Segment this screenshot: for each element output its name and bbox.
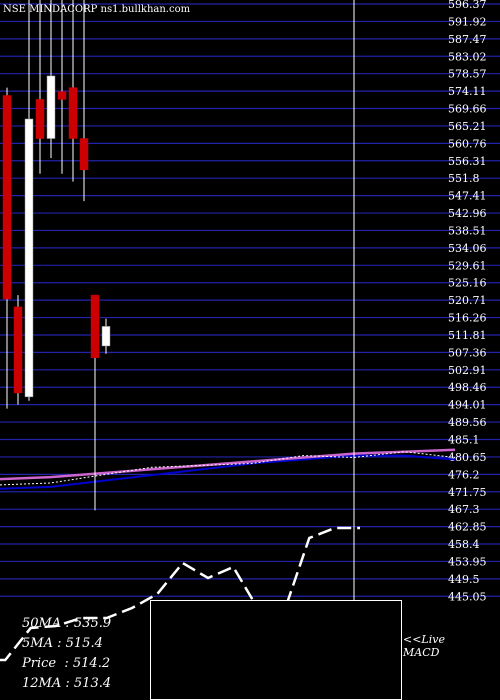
stat-value: 535.9 bbox=[73, 616, 112, 631]
moving-average-line bbox=[0, 448, 456, 481]
live-note-line2: MACD bbox=[403, 646, 440, 659]
live-macd-note: <<Live MACD bbox=[403, 633, 445, 659]
y-tick-label: 551.8 bbox=[448, 172, 480, 185]
y-tick-label: 507.36 bbox=[448, 346, 487, 359]
y-tick-label: 467.3 bbox=[448, 503, 480, 516]
moving-average-line bbox=[0, 451, 456, 486]
stat-label: 12MA bbox=[22, 676, 62, 691]
y-tick-label: 462.85 bbox=[448, 521, 487, 534]
stat-50ma: 50MA : 535.9 bbox=[22, 616, 112, 631]
y-tick-label: 525.16 bbox=[448, 277, 487, 290]
stat-12ma: 12MA : 513.4 bbox=[22, 676, 112, 691]
candle-body bbox=[2, 95, 12, 300]
candle-body bbox=[90, 294, 100, 358]
y-tick-label: 494.01 bbox=[448, 399, 487, 412]
candles bbox=[2, 0, 111, 511]
y-tick-label: 458.4 bbox=[448, 538, 480, 551]
y-tick-label: 520.71 bbox=[448, 294, 487, 307]
y-tick-label: 476.2 bbox=[448, 468, 480, 481]
y-tick-label: 529.61 bbox=[448, 259, 487, 272]
y-tick-label: 596.37 bbox=[448, 0, 487, 11]
grid bbox=[0, 3, 500, 597]
y-tick-label: 560.76 bbox=[448, 137, 487, 150]
stat-label: 50MA bbox=[22, 616, 62, 631]
candle-body bbox=[24, 118, 34, 398]
y-axis-labels: 596.37 591.92 587.47 583.02 578.57 574.11 569.… bbox=[448, 0, 487, 603]
macd-series-line bbox=[0, 526, 360, 662]
y-tick-label: 574.11 bbox=[448, 85, 487, 98]
y-tick-label: 449.5 bbox=[448, 573, 480, 586]
y-tick-label: 556.31 bbox=[448, 155, 487, 168]
live-note-line1: <<Live bbox=[403, 633, 445, 646]
candle-body bbox=[101, 326, 111, 347]
candle-body bbox=[13, 306, 23, 394]
stat-value: 515.4 bbox=[65, 636, 103, 651]
y-tick-label: 498.46 bbox=[448, 381, 487, 394]
y-tick-label: 578.57 bbox=[448, 68, 487, 81]
moving-average-line bbox=[0, 454, 456, 490]
y-tick-label: 485.1 bbox=[448, 434, 480, 447]
y-tick-label: 591.92 bbox=[448, 15, 487, 28]
y-tick-label: 565.21 bbox=[448, 120, 487, 133]
y-tick-label: 538.51 bbox=[448, 224, 487, 237]
y-tick-label: 534.06 bbox=[448, 242, 487, 255]
y-tick-label: 453.95 bbox=[448, 555, 487, 568]
stat-5ma: 5MA : 515.4 bbox=[22, 636, 103, 651]
y-tick-label: 502.91 bbox=[448, 364, 487, 377]
candle-body bbox=[35, 99, 45, 139]
y-tick-label: 471.75 bbox=[448, 486, 487, 499]
y-tick-label: 547.41 bbox=[448, 190, 487, 203]
y-tick-label: 445.05 bbox=[448, 590, 487, 603]
chart-title: NSE MINDACORP ns1.bullkhan.com bbox=[3, 4, 191, 15]
stat-label: 5MA bbox=[22, 636, 53, 651]
stat-value: 514.2 bbox=[72, 656, 111, 671]
y-tick-label: 583.02 bbox=[448, 50, 487, 63]
y-tick-label: 516.26 bbox=[448, 312, 487, 325]
candle-body bbox=[46, 75, 56, 139]
candle-body bbox=[57, 91, 67, 100]
y-tick-label: 489.56 bbox=[448, 416, 487, 429]
stat-price: Price : 514.2 bbox=[22, 656, 111, 671]
moving-average-lines bbox=[0, 448, 456, 490]
y-tick-label: 587.47 bbox=[448, 33, 487, 46]
macd-line bbox=[0, 526, 360, 662]
y-tick-label: 480.65 bbox=[448, 451, 487, 464]
stat-label: Price bbox=[22, 656, 57, 671]
stat-value: 513.4 bbox=[73, 676, 112, 691]
macd-panel bbox=[150, 600, 402, 700]
candle-body bbox=[68, 87, 78, 139]
y-tick-label: 511.81 bbox=[448, 329, 487, 342]
y-tick-label: 569.66 bbox=[448, 103, 487, 116]
candle-body bbox=[79, 138, 89, 171]
y-tick-label: 542.96 bbox=[448, 207, 487, 220]
